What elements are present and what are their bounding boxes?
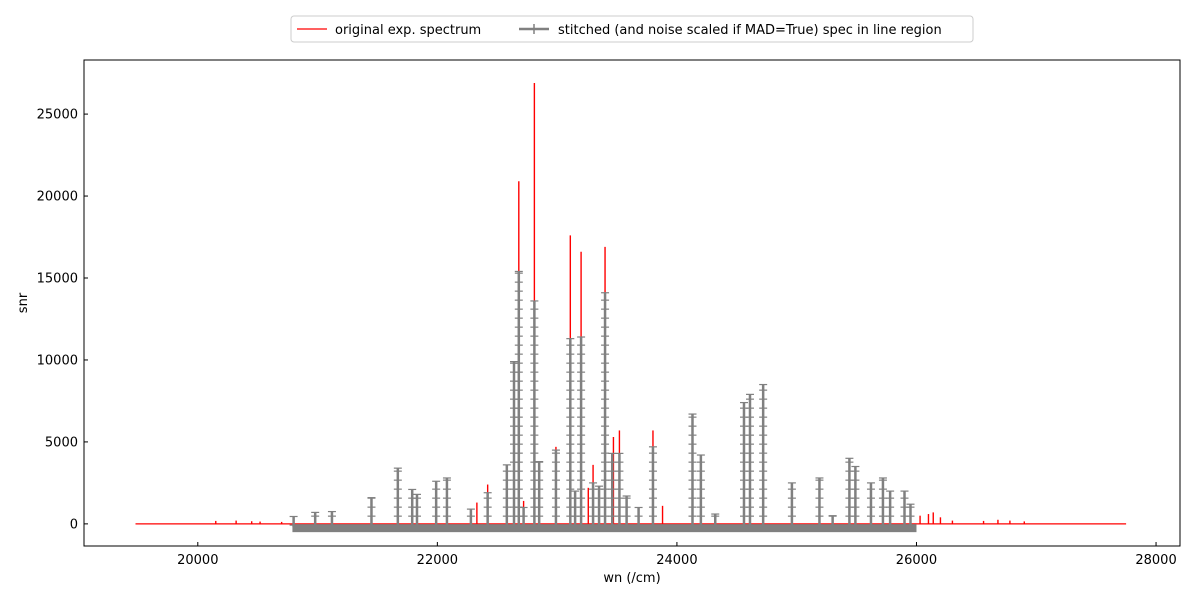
stitched-spectrum-peak <box>514 270 523 528</box>
stitched-spectrum-peak <box>696 454 705 528</box>
y-axis-label: snr <box>16 292 31 313</box>
stitched-spectrum-noise-band <box>292 524 917 533</box>
y-tick-label: 0 <box>70 517 78 532</box>
y-tick-label: 25000 <box>37 108 78 123</box>
stitched-spectrum-peak <box>648 446 657 528</box>
x-tick-label: 24000 <box>656 553 697 568</box>
stitched-spectrum-peak <box>866 482 875 528</box>
x-axis-label: wn (/cm) <box>603 571 660 586</box>
legend-label-original: original exp. spectrum <box>335 23 481 38</box>
stitched-spectrum-peak <box>571 490 580 528</box>
stitched-spectrum-peak <box>851 465 860 528</box>
x-tick-label: 20000 <box>177 553 218 568</box>
plot-frame <box>83 59 1181 547</box>
legend-label-stitched: stitched (and noise scaled if MAD=True) … <box>558 23 942 38</box>
y-tick-label: 20000 <box>37 190 78 205</box>
stitched-spectrum-peak <box>412 493 421 528</box>
stitched-spectrum-peak <box>739 401 748 528</box>
stitched-spectrum-peak <box>711 513 720 528</box>
stitched-spectrum-peak <box>519 506 528 528</box>
y-tick-label: 5000 <box>45 435 78 450</box>
stitched-spectrum-peak <box>566 338 575 528</box>
stitched-spectrum-peak <box>634 506 643 528</box>
stitched-spectrum-peak <box>311 511 320 528</box>
y-axis-ticks: 0 5000 10000 15000 20000 25000 <box>37 108 88 532</box>
x-tick-label: 28000 <box>1135 553 1176 568</box>
stitched-spectrum-peak <box>577 336 586 528</box>
stitched-spectrum-peak <box>466 508 475 528</box>
stitched-spectrum-peak <box>327 510 336 528</box>
stitched-spectrum-peak <box>367 497 376 528</box>
stitched-spectrum-peak <box>845 457 854 528</box>
stitched-spectrum-peak <box>393 467 402 528</box>
stitched-spectrum-peak <box>408 488 417 528</box>
stitched-spectrum-peak <box>688 413 697 528</box>
series-layer <box>135 82 1127 533</box>
y-tick-label: 10000 <box>37 353 78 368</box>
legend: original exp. spectrum stitched (and noi… <box>290 15 974 43</box>
stitched-spectrum-peak <box>502 464 511 528</box>
stitched-spectrum-peak <box>759 383 768 528</box>
stitched-spectrum-peak <box>622 495 631 528</box>
stitched-spectrum-peak <box>615 452 624 528</box>
stitched-spectrum-peak <box>551 449 560 528</box>
stitched-spectrum-peak <box>878 477 887 528</box>
stitched-spectrum-peak <box>787 482 796 528</box>
stitched-spectrum-peak <box>900 490 909 528</box>
stitched-spectrum-peak <box>815 477 824 528</box>
stitched-spectrum-peak <box>608 452 617 528</box>
stitched-spectrum-peak <box>530 300 539 528</box>
stitched-spectrum-peak <box>601 292 610 528</box>
stitched-spectrum-peak <box>432 480 441 528</box>
stitched-spectrum-peak <box>906 503 915 528</box>
stitched-spectrum-peak <box>442 477 451 528</box>
stitched-spectrum-peak <box>535 460 544 528</box>
stitched-spectrum-peak <box>483 492 492 528</box>
legend-frame <box>290 15 974 43</box>
y-tick-label: 15000 <box>37 272 78 287</box>
stitched-spectrum-peak <box>828 515 837 528</box>
stitched-spectrum-peak <box>745 393 754 528</box>
stitched-spectrum-peak <box>886 490 895 528</box>
stitched-spectrum-peak <box>289 515 298 528</box>
x-axis-ticks: 20000 22000 24000 26000 28000 <box>177 542 1177 568</box>
x-tick-label: 26000 <box>896 553 937 568</box>
x-tick-label: 22000 <box>417 553 458 568</box>
